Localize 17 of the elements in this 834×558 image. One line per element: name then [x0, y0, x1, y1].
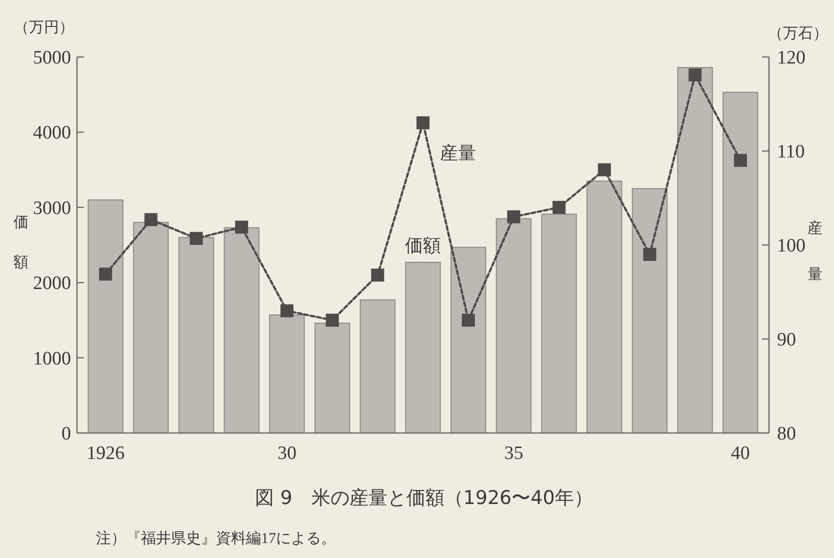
- annotation: 注）『福井県史』資料編17による。: [96, 531, 336, 547]
- y-tick-label: 3000: [33, 198, 71, 219]
- ylabel: 価額: [14, 215, 28, 271]
- y2-tick-label: 100: [777, 236, 806, 256]
- y2-tick-label: 80: [777, 424, 796, 444]
- annotation: （万石）: [768, 26, 828, 42]
- y-tick-label: 5000: [33, 48, 71, 68]
- title: 図 9 米の産量と価額（1926〜40年）: [255, 487, 593, 509]
- y2-tick-label: 120: [777, 48, 806, 68]
- y-tick-label: 0: [62, 424, 71, 444]
- y-tick-label: 2000: [33, 273, 71, 294]
- y2-tick-label: 110: [777, 142, 805, 162]
- y2label: 産量: [808, 221, 822, 283]
- y2-tick-label: 90: [777, 330, 796, 350]
- y-tick-label: 1000: [33, 348, 71, 370]
- annotation: （万円）: [14, 20, 74, 36]
- y-tick-label: 4000: [33, 122, 71, 144]
